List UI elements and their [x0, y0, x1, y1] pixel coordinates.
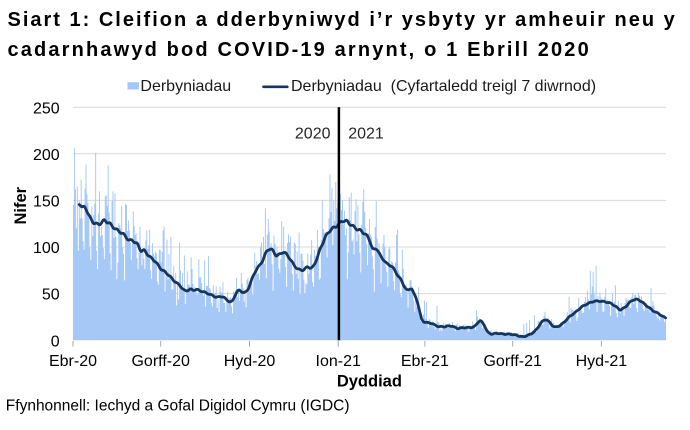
svg-text:Derbyniadau (Cyfartaledd trei: Derbyniadau (Cyfartaledd treigl 7 diwrno…: [291, 78, 596, 95]
svg-text:Siart 1: Cleifion a dderbyniwy: Siart 1: Cleifion a dderbyniwyd i’r ysby…: [8, 9, 677, 31]
svg-text:Hyd-21: Hyd-21: [576, 353, 628, 370]
svg-text:Gorff-21: Gorff-21: [483, 353, 542, 370]
svg-text:Nifer: Nifer: [12, 186, 30, 224]
svg-text:Gorff-20: Gorff-20: [131, 353, 190, 370]
svg-text:Derbyniadau: Derbyniadau: [140, 78, 231, 95]
svg-text:Dyddiad: Dyddiad: [337, 373, 402, 391]
svg-text:250: 250: [33, 100, 60, 117]
svg-text:Ebr-20: Ebr-20: [49, 353, 97, 370]
svg-text:0: 0: [51, 333, 60, 350]
svg-text:2021: 2021: [348, 125, 384, 142]
svg-text:Hyd-20: Hyd-20: [224, 353, 276, 370]
svg-text:Ffynhonnell: Iechyd a Gofal Di: Ffynhonnell: Iechyd a Gofal Digidol Cymr…: [6, 398, 350, 415]
svg-text:100: 100: [33, 240, 60, 257]
svg-text:Ebr-21: Ebr-21: [401, 353, 449, 370]
svg-text:150: 150: [33, 194, 60, 211]
svg-text:Ion-21: Ion-21: [316, 353, 361, 370]
svg-text:200: 200: [33, 147, 60, 164]
svg-text:cadarnhawyd bod COVID-19 arnyn: cadarnhawyd bod COVID-19 arnynt, o 1 Ebr…: [8, 39, 591, 61]
svg-text:2020: 2020: [295, 125, 331, 142]
svg-text:50: 50: [42, 287, 60, 304]
